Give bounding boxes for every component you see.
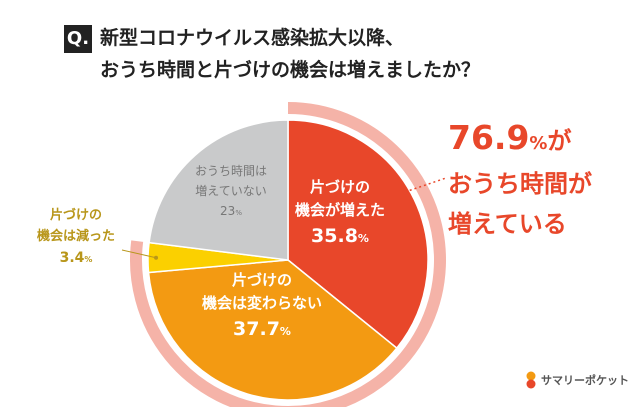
logo-text: サマリーポケット — [541, 374, 629, 387]
callout-suffix: が — [547, 127, 572, 155]
slice-label-1-line1: 片づけの — [310, 178, 370, 196]
pie-slice-1 — [287, 119, 429, 350]
slice-3-leader-dot — [154, 255, 159, 260]
callout-connector — [404, 177, 447, 193]
callout-unit: % — [529, 133, 548, 154]
slice-value-3: 3.4% — [60, 250, 93, 266]
logo-icon — [526, 371, 536, 389]
title-line-2: おうち時間と片づけの機会は増えましたか？ — [100, 59, 481, 81]
question-badge: Q. — [64, 25, 92, 53]
slice-label-3-line2: 機会は減った — [37, 228, 115, 244]
slice-label-2-line1: 片づけの — [232, 271, 292, 289]
slice-label-4-line2: 増えていない — [195, 184, 266, 198]
slice-value-4: 23% — [220, 204, 242, 218]
title-line-1: 新型コロナウイルス感染拡大以降、 — [100, 27, 405, 49]
chart-title: 新型コロナウイルス感染拡大以降、 おうち時間と片づけの機会は増えましたか？ — [100, 22, 480, 86]
slice-value-1: 35.8% — [311, 225, 369, 247]
slice-label-2-line2: 機会は変わらない — [202, 294, 322, 312]
slice-label-1-line2: 機会が増えた — [295, 201, 385, 219]
highlight-ring — [130, 102, 446, 407]
slice-value-2: 37.7% — [233, 318, 291, 340]
callout-line-2: おうち時間が — [448, 170, 592, 198]
callout-annotation: 76.9%が おうち時間が 増えている — [448, 118, 592, 244]
brand-logo: サマリーポケット — [524, 371, 629, 389]
callout-connector-dot — [402, 189, 408, 195]
slice-label-4-line1: おうち時間は — [195, 164, 267, 178]
pie-slice-4 — [148, 119, 289, 261]
callout-value: 76.9 — [448, 118, 530, 157]
slice-3-leader-line — [121, 249, 157, 259]
pie-slice-2 — [147, 259, 398, 401]
callout-line-1: 76.9%が — [448, 118, 592, 164]
callout-line-3: 増えている — [448, 210, 567, 238]
slice-label-3-line1: 片づけの — [50, 207, 102, 223]
